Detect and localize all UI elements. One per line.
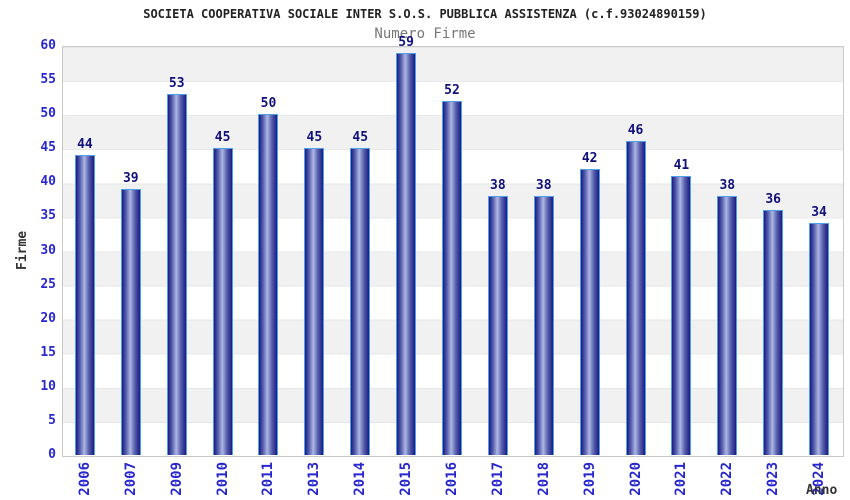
x-tick-label-2009: 2009 [168,462,185,496]
y-tick-label-5: 5 [48,412,56,428]
y-tick-label-60: 60 [40,38,56,53]
bar-value-label-2011: 50 [260,96,277,112]
bar-2023 [763,209,784,455]
bar-2017 [487,195,508,455]
y-tick-label-20: 20 [40,310,56,326]
y-axis-title: Firme [15,230,30,270]
bar-value-label-2013: 45 [306,130,323,146]
y-tick-label-45: 45 [40,140,56,156]
bar-2011 [258,114,279,455]
bar-value-label-2007: 39 [122,171,139,187]
x-tick-label-2013: 2013 [306,462,323,496]
y-tick-label-30: 30 [40,242,56,258]
y-tick-label-50: 50 [40,106,56,122]
bar-value-label-2015: 59 [398,34,414,50]
bar-value-label-2010: 45 [214,130,231,146]
bar-value-label-2006: 44 [77,137,93,153]
bar-2024 [809,223,830,455]
y-tick-label-15: 15 [40,344,56,360]
x-tick-label-2006: 2006 [76,462,93,496]
x-tick-label-2020: 2020 [627,462,644,496]
bar-value-label-2014: 45 [352,130,369,146]
bar-value-label-2024: 34 [811,205,827,221]
y-tick-label-35: 35 [40,208,56,224]
x-tick-label-2015: 2015 [398,462,415,496]
chart-title: SOCIETA COOPERATIVA SOCIALE INTER S.O.S.… [143,7,707,21]
bar-value-label-2009: 53 [168,75,185,91]
x-tick-label-2019: 2019 [581,462,598,496]
x-tick-label-2014: 2014 [352,462,369,496]
bar-value-label-2017: 38 [490,177,506,193]
x-tick-label-2022: 2022 [719,462,736,496]
bar-value-label-2019: 42 [581,150,598,166]
bar-2010 [212,148,233,455]
bar-2022 [717,195,738,455]
x-tick-label-2018: 2018 [535,462,552,496]
bar-value-label-2016: 52 [444,82,460,98]
y-tick-label-40: 40 [40,174,56,190]
bar-value-label-2021: 41 [673,157,690,173]
y-tick-label-0: 0 [48,447,56,462]
bar-2007 [120,189,141,455]
x-tick-label-2016: 2016 [444,462,460,496]
bar-value-label-2022: 38 [719,177,736,193]
y-tick-label-25: 25 [40,276,56,292]
x-tick-label-2021: 2021 [673,462,690,496]
x-tick-label-2010: 2010 [214,462,231,496]
chart-subtitle: Numero Firme [374,26,476,42]
y-tick-label-10: 10 [40,378,56,394]
bar-2018 [533,195,554,455]
y-tick-label-55: 55 [40,72,56,88]
bar-2015 [396,52,417,455]
bar-2013 [304,148,325,455]
bar-2019 [579,168,600,455]
bar-2020 [625,141,646,455]
bar-2006 [74,155,95,455]
bar-2021 [671,175,692,455]
x-tick-label-2007: 2007 [122,462,139,496]
bar-2016 [442,100,462,455]
bar-value-label-2023: 36 [765,191,781,207]
bar-value-label-2020: 46 [627,123,644,139]
x-tick-label-2011: 2011 [260,462,277,496]
bar-2014 [350,148,371,455]
x-tick-label-2023: 2023 [765,462,782,496]
bar-value-label-2018: 38 [535,177,552,193]
x-tick-label-2017: 2017 [489,462,506,496]
x-axis-title: Anno [806,483,838,498]
bar-2009 [166,93,187,455]
